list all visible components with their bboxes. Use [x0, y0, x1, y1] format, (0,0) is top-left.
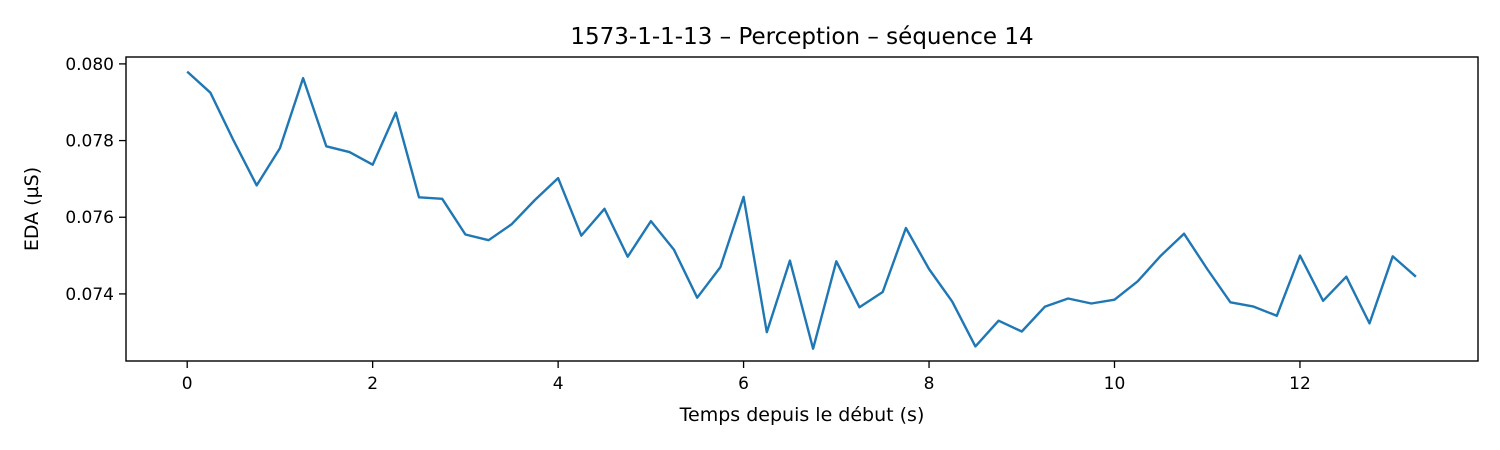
x-tick-label: 10: [1104, 374, 1126, 394]
x-tick-label: 8: [924, 374, 935, 394]
plot-frame: [125, 56, 1479, 362]
series-line-0: [186, 70, 1417, 350]
x-tick-label: 4: [553, 374, 564, 394]
x-tick-label: 6: [738, 374, 749, 394]
y-tick-label: 0.078: [65, 132, 114, 152]
x-tick-label: 12: [1289, 374, 1311, 394]
y-tick-label: 0.074: [65, 285, 114, 305]
x-tick-label: 2: [367, 374, 378, 394]
y-axis-label: EDA (µS): [21, 167, 43, 251]
x-tick-label: 0: [182, 374, 193, 394]
x-axis-label: Temps depuis le début (s): [679, 404, 925, 426]
chart-title: 1573-1-1-13 – Perception – séquence 14: [570, 24, 1033, 50]
y-tick-label: 0.080: [65, 55, 114, 75]
y-tick-label: 0.076: [65, 208, 114, 228]
